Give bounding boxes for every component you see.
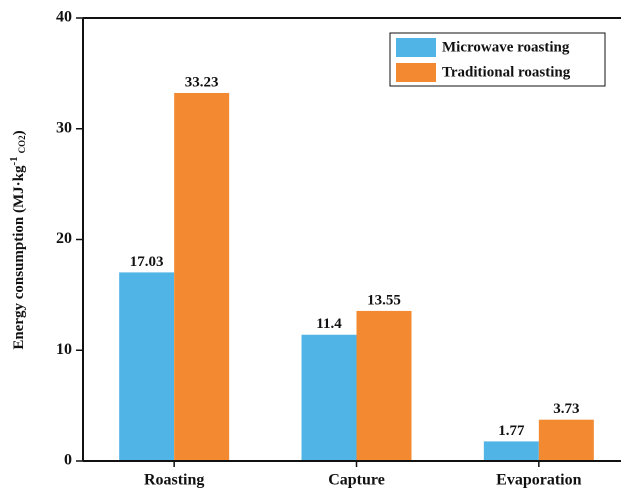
bar — [119, 272, 175, 461]
x-tick-label: Evaporation — [496, 472, 581, 489]
y-tick-label: 30 — [56, 119, 72, 136]
bar — [356, 310, 412, 461]
y-label-sup: -1 — [8, 156, 20, 165]
y-tick-label: 0 — [64, 452, 72, 469]
value-label: 33.23 — [185, 74, 219, 90]
y-axis-label: Energy consumption (MJ·kg-1 CO2) — [8, 130, 28, 349]
x-tick-label: Roasting — [144, 472, 204, 489]
legend-swatch — [396, 63, 436, 82]
y-label-text: Energy consumption (MJ·kg — [11, 165, 27, 350]
value-label: 1.77 — [498, 423, 525, 439]
y-tick-label: 10 — [56, 341, 72, 358]
y-tick-label: 20 — [56, 230, 72, 247]
y-label-sub: CO2 — [17, 135, 27, 154]
value-label: 17.03 — [130, 254, 164, 270]
x-tick-label: Capture — [328, 472, 385, 489]
value-label: 13.55 — [367, 292, 401, 308]
bar — [301, 334, 357, 461]
legend-label: Traditional roasting — [442, 64, 571, 80]
bar — [483, 441, 539, 461]
y-label-close: ) — [11, 130, 27, 135]
legend-label: Microwave roasting — [442, 39, 570, 55]
value-label: 11.4 — [316, 316, 342, 332]
bar — [538, 419, 594, 461]
y-tick-label: 40 — [56, 9, 72, 26]
bar — [174, 92, 230, 461]
legend-swatch — [396, 38, 436, 57]
value-label: 3.73 — [553, 401, 579, 417]
